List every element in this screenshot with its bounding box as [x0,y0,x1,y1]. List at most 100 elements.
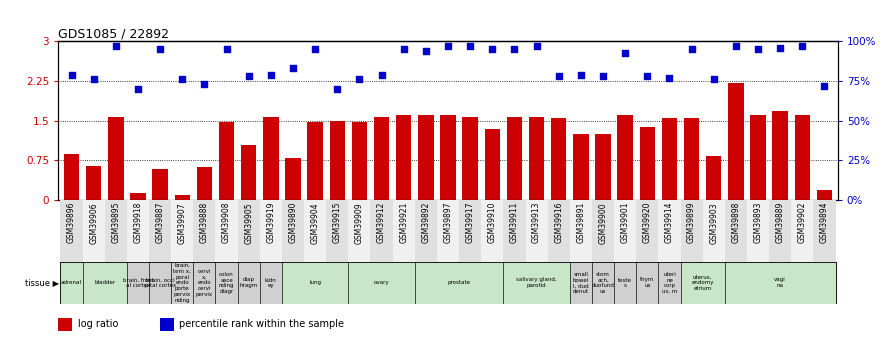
Bar [326,200,349,262]
Point [418,48,433,54]
Bar [108,117,124,200]
Bar [86,166,101,200]
Bar [304,200,326,262]
Point [573,72,588,78]
Text: cervi
x,
endo
cervi
pervix: cervi x, endo cervi pervix [196,269,213,297]
Bar [547,200,570,262]
Bar [159,318,174,331]
Bar [127,262,149,304]
Text: GDS1085 / 22892: GDS1085 / 22892 [58,27,169,40]
Text: GSM39892: GSM39892 [421,202,430,243]
Point [530,43,544,49]
Bar [795,116,810,200]
Bar [215,262,237,304]
Bar [617,116,633,200]
Text: lung: lung [309,280,321,285]
Bar [725,200,747,262]
Bar [149,200,171,262]
Text: thym
us: thym us [640,277,654,288]
Bar [370,200,392,262]
Text: brain, occi
pital cortex: brain, occi pital cortex [144,277,176,288]
Point [596,73,610,79]
Text: GSM39888: GSM39888 [200,202,209,243]
Point [352,77,366,82]
Bar [551,118,566,200]
Bar [219,122,234,200]
Point [87,77,101,82]
Text: stom
ach,
duofund
us: stom ach, duofund us [591,272,615,294]
Bar [817,189,832,200]
Text: GSM39887: GSM39887 [156,202,165,243]
Text: teste
s: teste s [618,277,632,288]
Point [131,86,145,92]
Bar [215,200,237,262]
Point [817,83,831,89]
Point [65,72,79,78]
Bar [171,200,194,262]
Text: GSM39898: GSM39898 [731,202,740,243]
Bar [349,200,370,262]
Bar [241,145,256,200]
Text: prostate: prostate [448,280,470,285]
Bar [504,200,526,262]
Point [308,47,323,52]
Text: GSM39916: GSM39916 [555,202,564,244]
Point [552,73,566,79]
Bar [592,262,614,304]
Text: uterus,
endomy
etrium: uterus, endomy etrium [692,275,714,291]
Bar [171,262,194,304]
Bar [526,200,547,262]
Text: GSM39918: GSM39918 [134,202,142,243]
Bar [506,117,522,200]
Text: GSM39911: GSM39911 [510,202,519,243]
Bar [529,117,545,200]
Text: bladder: bladder [94,280,116,285]
Text: GSM39895: GSM39895 [111,202,120,244]
Text: GSM39908: GSM39908 [222,202,231,244]
Bar [64,154,79,200]
Text: GSM39913: GSM39913 [532,202,541,244]
Text: GSM39901: GSM39901 [621,202,630,244]
Text: small
bowel
I, dud
denut: small bowel I, dud denut [573,272,589,294]
Text: percentile rank within the sample: percentile rank within the sample [179,319,344,329]
Point [175,77,189,82]
Bar [260,262,282,304]
Bar [282,200,304,262]
Text: GSM39904: GSM39904 [311,202,320,244]
Text: GSM39915: GSM39915 [332,202,341,244]
Text: vagi
na: vagi na [774,277,786,288]
Bar [681,200,702,262]
Point [153,47,168,52]
Point [463,43,478,49]
Text: GSM39897: GSM39897 [444,202,452,244]
Bar [681,262,725,304]
Text: GSM39894: GSM39894 [820,202,829,244]
Text: GSM39899: GSM39899 [687,202,696,244]
Bar [772,111,788,200]
Text: GSM39919: GSM39919 [266,202,275,244]
Bar [285,158,301,200]
Bar [330,121,345,200]
Bar [684,118,700,200]
Point [220,47,234,52]
Bar [814,200,836,262]
Text: GSM39906: GSM39906 [90,202,99,244]
Text: GSM39907: GSM39907 [177,202,186,244]
Bar [659,262,681,304]
Bar [595,134,611,200]
Bar [152,169,168,200]
Bar [662,118,677,200]
Bar [260,200,282,262]
Text: adrenal: adrenal [61,280,82,285]
Text: GSM39912: GSM39912 [377,202,386,243]
Point [263,72,278,78]
Bar [194,262,215,304]
Point [197,81,211,87]
Text: GSM39889: GSM39889 [776,202,785,243]
Text: kidn
ey: kidn ey [265,277,277,288]
Point [795,43,809,49]
Bar [750,116,766,200]
Bar [573,134,589,200]
Bar [504,262,570,304]
Bar [82,262,127,304]
